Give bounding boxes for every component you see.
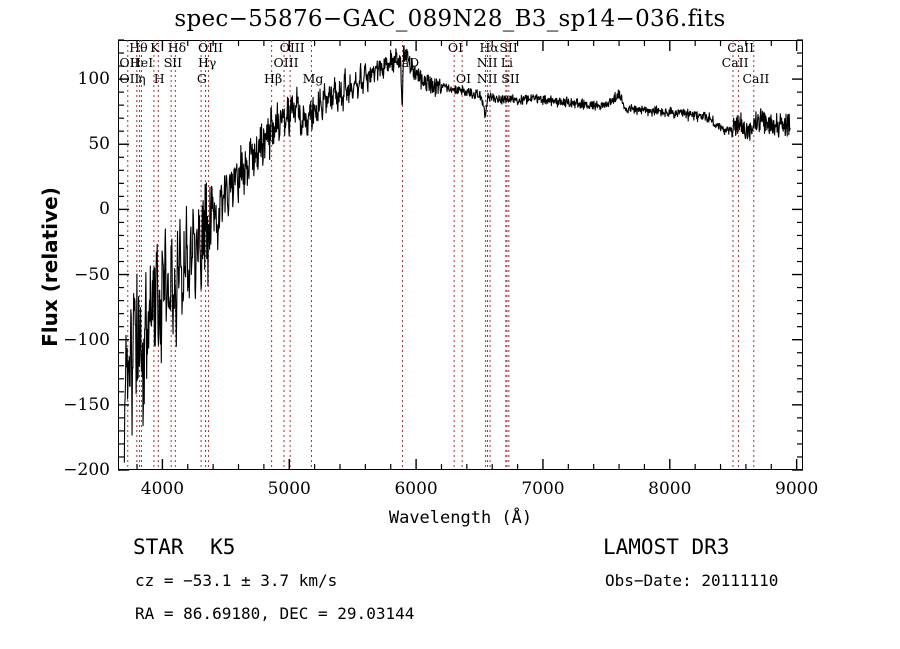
spectral-line-label: Hγ (197, 55, 217, 70)
spectral-line-label: SII (501, 71, 520, 86)
spectral-line-label: OI (455, 71, 472, 86)
spectral-line-label: H (153, 71, 165, 86)
spectral-line-label: Hα (479, 40, 499, 55)
spectral-line-label: G (196, 71, 207, 86)
spectral-line-label: CaII (727, 40, 755, 55)
x-tick-label: 7000 (521, 479, 565, 499)
spectral-line-label: SII (163, 55, 183, 70)
spectral-line-label: Hδ (167, 40, 187, 55)
plot-frame (118, 40, 803, 470)
spectral-line-label: Hθ (129, 40, 148, 55)
spectral-line-label: K (150, 40, 160, 55)
spectral-line-label: HeI (129, 55, 154, 70)
y-tick-label: 50 (88, 134, 110, 155)
y-tick-label: 0 (99, 199, 110, 220)
spectral-line-label: CaII (721, 55, 749, 70)
spectral-line-label: OIII (273, 55, 299, 70)
cz-label: cz = −53.1 ± 3.7 km/s (135, 571, 338, 590)
footer-info: STAR K5 cz = −53.1 ± 3.7 km/s RA = 86.691… (0, 531, 900, 641)
spectrum-plot: OII OII Hθ HeI η K H SII Hδ Hγ G OIII Hβ OIII OIII Mg Na… (118, 39, 803, 471)
survey-label: LAMOST DR3 (603, 535, 730, 559)
spectral-line-label: NII (476, 71, 498, 86)
x-tick-label: 9000 (775, 479, 819, 499)
x-tick-label: 6000 (394, 479, 438, 499)
spectral-line-label: η (138, 71, 146, 86)
axis-ticks (118, 39, 803, 471)
x-tick-label: 5000 (267, 479, 311, 499)
spectral-line-label: CaII (742, 71, 770, 86)
spectral-line-label: NII (476, 55, 498, 70)
spectral-line-label: OII (119, 71, 140, 86)
x-tick-label: 8000 (648, 479, 692, 499)
spectral-line-label: NaD (390, 55, 420, 70)
spectral-line-label: OIII (279, 40, 305, 55)
spectral-line-label: Mg (302, 71, 324, 86)
x-axis-title: Wavelength (Å) (388, 508, 533, 528)
spectral-line-label: Li (500, 55, 514, 70)
spectral-line-label: SII (499, 40, 518, 55)
spectral-line-label: Hβ (264, 71, 283, 86)
spectrum-trace (123, 45, 791, 463)
spectral-line-label: OII (119, 55, 140, 70)
x-tick-label: 4000 (140, 479, 185, 499)
y-tick-label: −150 (63, 394, 110, 415)
y-tick-label: −200 (63, 460, 110, 480)
object-type-label: STAR K5 (133, 535, 236, 559)
y-axis-title: Flux (relative) (38, 187, 62, 347)
obs-date-label: Obs−Date: 20111110 (605, 571, 779, 590)
coordinates-label: RA = 86.69180, DEC = 29.03144 (135, 604, 415, 623)
y-tick-label: −50 (74, 264, 110, 285)
spectral-line-label: OI (447, 40, 464, 55)
page-title: spec−55876−GAC_089N28_B3_sp14−036.fits (174, 6, 726, 32)
spectral-line-label: OIII (197, 40, 223, 55)
y-tick-label: −100 (63, 329, 110, 350)
y-tick-label: 100 (77, 69, 110, 90)
